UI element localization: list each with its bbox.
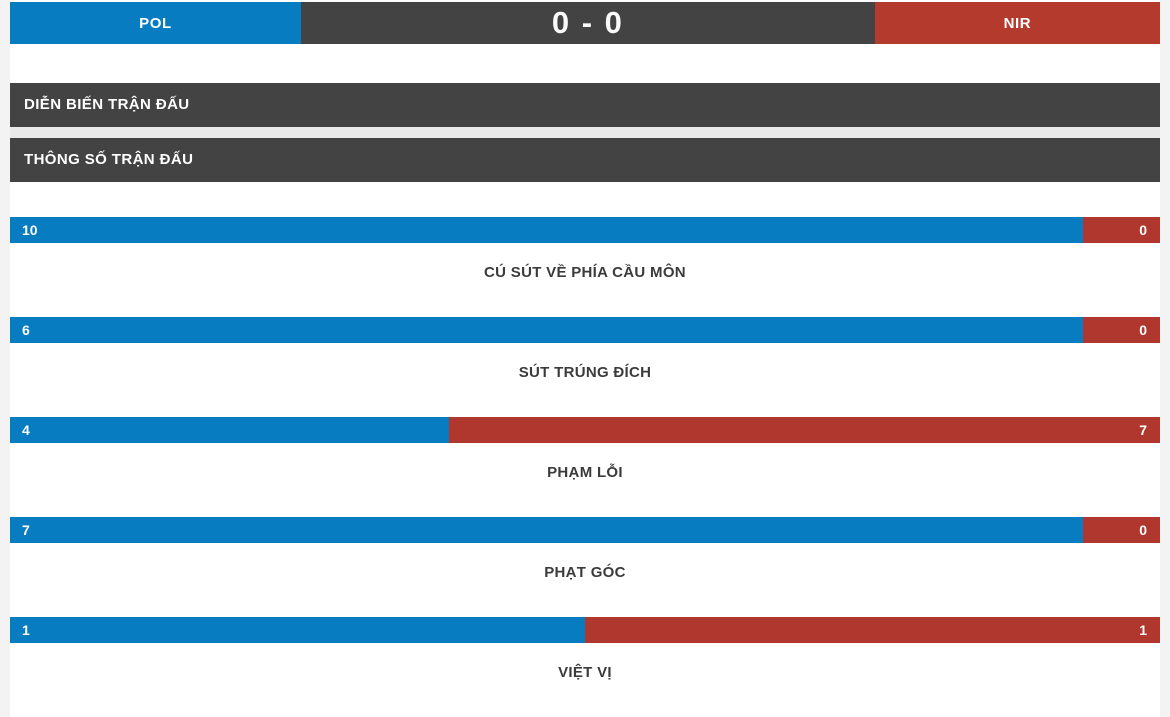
away-stat-value: 0 bbox=[1139, 322, 1147, 338]
home-stat-value: 10 bbox=[22, 222, 38, 238]
away-stat-bar-segment: 7 bbox=[449, 417, 1160, 443]
section-header-match-events[interactable]: DIỄN BIẾN TRẬN ĐẤU bbox=[10, 83, 1160, 127]
home-stat-bar-segment: 4 bbox=[10, 417, 450, 443]
home-team-code: POL bbox=[139, 14, 172, 32]
stat-label: VIỆT VỊ bbox=[558, 664, 612, 681]
away-stat-value: 7 bbox=[1139, 422, 1147, 438]
stat-label: CÚ SÚT VỀ PHÍA CẦU MÔN bbox=[484, 264, 686, 281]
home-stat-value: 6 bbox=[22, 322, 30, 338]
home-stat-bar-segment: 10 bbox=[10, 217, 1083, 243]
section-divider bbox=[10, 127, 1160, 138]
score-display: 0 - 0 bbox=[300, 2, 875, 44]
stat-row: 4 7 PHẠM LỖI bbox=[10, 417, 1160, 517]
home-team-badge: POL bbox=[10, 2, 301, 44]
away-team-badge: NIR bbox=[874, 2, 1160, 44]
section-header-match-stats[interactable]: THÔNG SỐ TRẬN ĐẤU bbox=[10, 138, 1160, 182]
home-stat-bar-segment: 7 bbox=[10, 517, 1083, 543]
home-stat-bar-segment: 6 bbox=[10, 317, 1083, 343]
away-team-code: NIR bbox=[1003, 14, 1032, 32]
stat-row: 1 1 VIỆT VỊ bbox=[10, 617, 1160, 717]
away-stat-bar-segment: 0 bbox=[1082, 517, 1160, 543]
stat-label: PHẠT GÓC bbox=[544, 564, 626, 581]
home-stat-value: 7 bbox=[22, 522, 30, 538]
away-stat-bar-segment: 0 bbox=[1082, 317, 1160, 343]
away-stat-value: 1 bbox=[1139, 622, 1147, 638]
stat-label: SÚT TRÚNG ĐÍCH bbox=[518, 364, 652, 381]
home-stat-value: 1 bbox=[22, 622, 30, 638]
away-stat-value: 0 bbox=[1139, 222, 1147, 238]
away-stat-value: 0 bbox=[1139, 522, 1147, 538]
stat-row: 10 0 CÚ SÚT VỀ PHÍA CẦU MÔN bbox=[10, 217, 1160, 317]
stat-bar: 7 0 bbox=[10, 517, 1160, 543]
stats-list: 10 0 CÚ SÚT VỀ PHÍA CẦU MÔN 6 0 SÚT TRÚN… bbox=[10, 217, 1160, 717]
away-stat-bar-segment: 0 bbox=[1082, 217, 1160, 243]
scoreboard: POL 0 - 0 NIR bbox=[10, 2, 1160, 44]
stat-bar: 4 7 bbox=[10, 417, 1160, 443]
stat-row: 6 0 SÚT TRÚNG ĐÍCH bbox=[10, 317, 1160, 417]
away-stat-bar-segment: 1 bbox=[585, 617, 1160, 643]
home-stat-bar-segment: 1 bbox=[10, 617, 585, 643]
stat-row: 7 0 PHẠT GÓC bbox=[10, 517, 1160, 617]
match-stats-page: POL 0 - 0 NIR DIỄN BIẾN TRẬN ĐẤU THÔNG S… bbox=[10, 0, 1160, 717]
stat-bar: 6 0 bbox=[10, 317, 1160, 343]
stat-label: PHẠM LỖI bbox=[547, 464, 623, 481]
stat-bar: 1 1 bbox=[10, 617, 1160, 643]
home-stat-value: 4 bbox=[22, 422, 30, 438]
stat-bar: 10 0 bbox=[10, 217, 1160, 243]
